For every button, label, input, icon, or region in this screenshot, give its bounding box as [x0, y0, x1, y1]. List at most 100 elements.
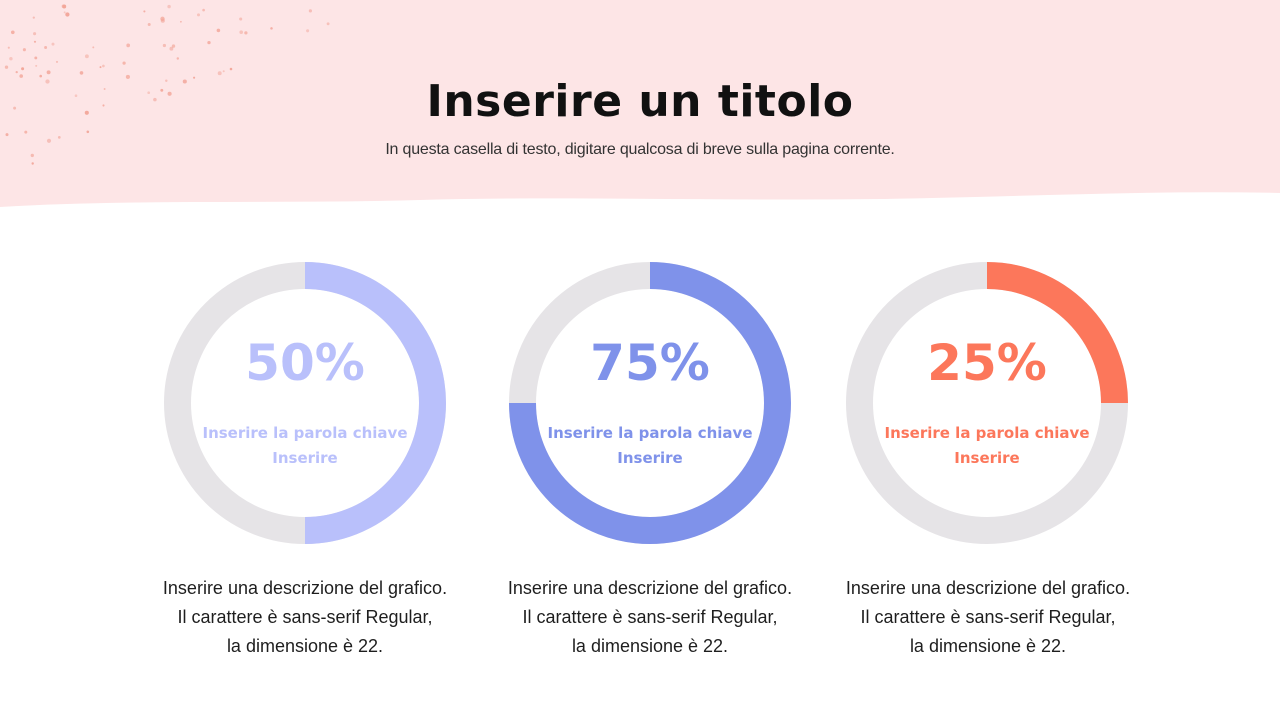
decorative-dot [84, 110, 89, 115]
description-line: la dimensione è 22. [226, 636, 384, 656]
decorative-dot [55, 60, 59, 63]
decorative-dot [326, 22, 330, 26]
decorative-dot [202, 8, 205, 12]
decorative-dot [103, 88, 106, 90]
decorative-dot [22, 48, 26, 52]
keyword-label: Inserire la parola chiave [884, 424, 1090, 442]
decorative-dot [19, 74, 23, 78]
decorative-dot [33, 40, 37, 43]
decorative-dot [5, 133, 9, 137]
decorative-dot [167, 91, 172, 96]
percent-label: 50% [245, 334, 365, 392]
decorative-dot [167, 4, 171, 9]
decorative-dot [171, 44, 176, 48]
decorative-dot [143, 10, 146, 13]
decorative-dot [197, 13, 200, 17]
decorative-dot [125, 74, 130, 79]
page-subtitle: In questa casella di testo, digitare qua… [385, 141, 895, 158]
decorative-dot [147, 91, 151, 95]
decorative-dot [46, 138, 52, 143]
sub-keyword-label: Inserire [617, 449, 683, 467]
decorative-dot [147, 22, 151, 27]
decorative-dot [162, 43, 167, 48]
description-line: Inserire una descrizione del grafico. [845, 578, 1131, 598]
decorative-dots [4, 4, 330, 165]
sub-keyword-label: Inserire [954, 449, 1020, 467]
decorative-dot [31, 162, 34, 165]
keyword-label: Inserire la parola chiave [547, 424, 753, 442]
decorative-dot [239, 17, 243, 21]
chart-description-3: Inserire una descrizione del grafico. Il… [818, 574, 1158, 661]
decorative-dot [207, 40, 211, 45]
decorative-dot [44, 46, 48, 49]
decorative-dot [176, 57, 180, 60]
decorative-dot [216, 28, 221, 33]
ring-arc-value [509, 262, 791, 544]
chart-description-1: Inserire una descrizione del grafico. Il… [135, 574, 475, 661]
decorative-dot [34, 56, 38, 60]
chart-description-2: Inserire una descrizione del grafico. Il… [480, 574, 820, 661]
decorative-dot [165, 79, 168, 82]
decorative-dot [92, 46, 95, 49]
decorative-dot [46, 70, 51, 75]
progress-ring-chart-2: 75% Inserire la parola chiave Inserire [509, 262, 791, 544]
decorative-dot [24, 130, 28, 134]
decorative-dot [45, 79, 50, 84]
decorative-dot [84, 54, 89, 59]
decorative-dot [33, 32, 37, 36]
progress-ring-chart-1: 50% Inserire la parola chiave Inserire [164, 262, 446, 544]
keyword-label: Inserire la parola chiave [202, 424, 408, 442]
page-title: Inserire un titolo [426, 76, 854, 127]
decorative-dot [39, 74, 43, 78]
decorative-dot [13, 106, 17, 110]
decorative-dot [65, 12, 70, 17]
description-line: la dimensione è 22. [571, 636, 729, 656]
percent-label: 75% [590, 334, 710, 392]
description-line: Inserire una descrizione del grafico. [162, 578, 448, 598]
decorative-dot [122, 61, 126, 65]
decorative-dot [126, 43, 131, 48]
decorative-dot [99, 66, 102, 69]
decorative-dot [15, 70, 18, 74]
decorative-dot [79, 71, 84, 75]
decorative-dot [51, 42, 55, 46]
decorative-dot [160, 88, 164, 92]
description-line: Inserire una descrizione del grafico. [507, 578, 793, 598]
decorative-dot [9, 57, 13, 61]
decorative-dot [4, 65, 9, 69]
decorative-dot [182, 79, 187, 84]
decorative-dot [21, 67, 25, 71]
decorative-dot [74, 94, 78, 98]
decorative-dot [63, 11, 66, 14]
decorative-dot [30, 153, 34, 158]
decorative-dot [217, 71, 222, 76]
decorative-dot [7, 46, 10, 49]
progress-ring-chart-3: 25% Inserire la parola chiave Inserire [846, 262, 1128, 544]
decorative-dot [244, 31, 248, 35]
decorative-dot [229, 67, 233, 71]
decorative-dot [193, 76, 196, 79]
ring-arc-value [304, 262, 446, 544]
header-wave-background [0, 0, 1280, 207]
decorative-dot [306, 29, 310, 33]
decorative-dot [180, 20, 182, 23]
decorative-dot [32, 16, 35, 19]
decorative-dot [160, 18, 165, 23]
decorative-dot [86, 130, 90, 134]
decorative-dot [169, 46, 174, 51]
description-line: Il carattere è sans-serif Regular, [860, 607, 1116, 627]
decorative-dot [62, 4, 67, 9]
description-line: la dimensione è 22. [909, 636, 1067, 656]
description-line: Il carattere è sans-serif Regular, [177, 607, 433, 627]
decorative-dot [222, 70, 225, 73]
percent-label: 25% [927, 334, 1047, 392]
decorative-dot [270, 27, 273, 30]
ring-arc-value [986, 262, 1128, 404]
decorative-dot [102, 64, 105, 68]
decorative-dot [239, 30, 243, 34]
decorative-dot [35, 64, 38, 67]
decorative-dot [57, 136, 61, 139]
decorative-dot [10, 30, 15, 35]
header-band [0, 0, 1280, 207]
sub-keyword-label: Inserire [272, 449, 338, 467]
